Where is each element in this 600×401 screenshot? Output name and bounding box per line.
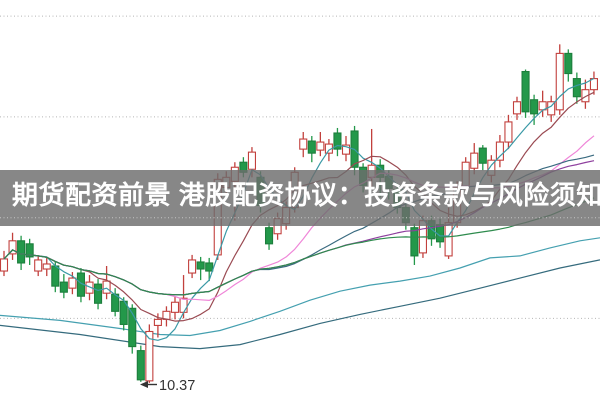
long-term-ma-lines — [0, 237, 600, 350]
low-price-arrowhead-icon — [140, 381, 148, 388]
headline-overlay-band — [0, 170, 600, 226]
headline-overlay-text: 期货配资前景 港股配资协议：投资条款与风险须知 — [12, 180, 600, 210]
low-price-annotation: 10.37 — [140, 378, 195, 394]
price-gridlines — [0, 15, 600, 319]
low-price-label: 10.37 — [159, 378, 195, 394]
